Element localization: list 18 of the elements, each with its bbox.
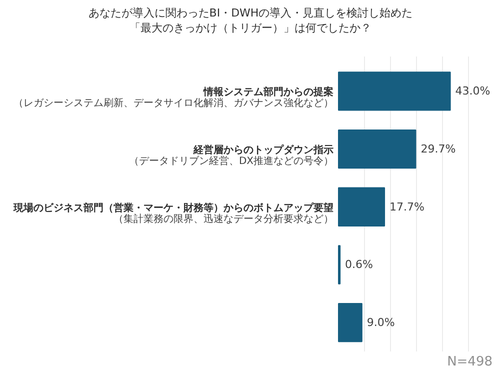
bar [338, 129, 416, 169]
y-tick-label: 現場のビジネス部門（営業・マーケ・財務等）からのボトムアップ要望 [12, 202, 334, 214]
text: N=498 [447, 354, 493, 370]
text: （レガシーシステム刷新、データサイロ化解消、ガバナンス強化など） [14, 97, 334, 110]
data-label: 0.6% [345, 258, 374, 272]
data-label: 17.7% [390, 200, 424, 214]
chart-title: あなたが導入に関わったBI・DWHの導入・見直しを検討し始めた [88, 6, 413, 20]
bar [338, 302, 362, 342]
bar [338, 187, 386, 226]
text: （集計業務の限界、迅速なデータ分析要求など） [114, 212, 334, 225]
text: 「最大のきっかけ（トリガー）」は何でしたか？ [130, 22, 372, 34]
data-label: 9.0% [366, 316, 395, 330]
bar [338, 72, 451, 111]
y-tick-label: 情報システム部門からの提案 [202, 86, 334, 98]
text: （データドリブン経営、DX推進などの号令） [128, 155, 334, 168]
data-label: 43.0% [455, 84, 490, 98]
data-label: 29.7% [420, 142, 456, 156]
y-tick-label: 経営層からのトップダウン指示 [192, 144, 334, 156]
